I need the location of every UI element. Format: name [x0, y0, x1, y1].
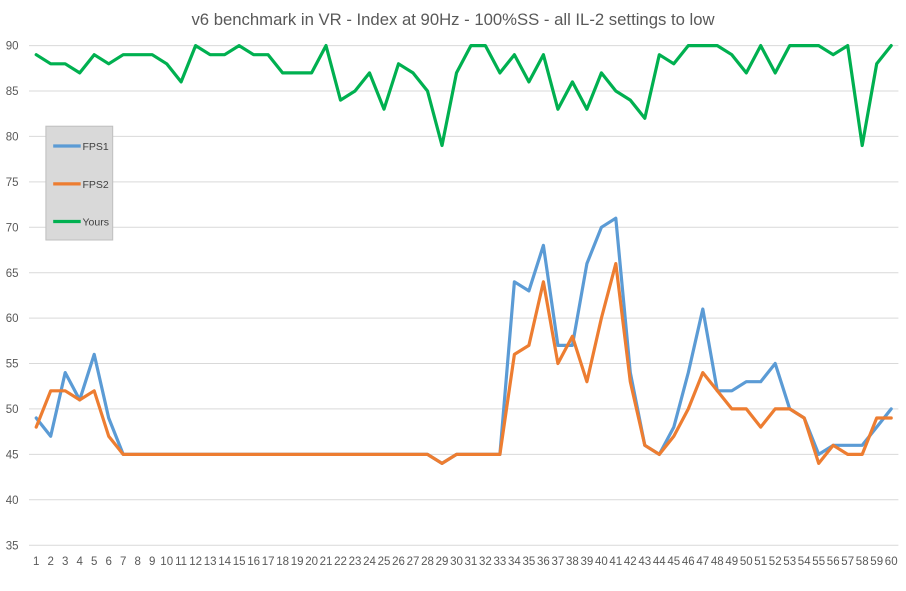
svg-text:60: 60 [6, 313, 19, 325]
svg-text:15: 15 [233, 556, 246, 568]
svg-text:11: 11 [175, 556, 187, 568]
svg-text:42: 42 [624, 556, 637, 568]
svg-text:17: 17 [262, 556, 275, 568]
svg-text:51: 51 [754, 556, 767, 568]
svg-text:85: 85 [6, 86, 19, 98]
svg-text:7: 7 [120, 556, 126, 568]
svg-text:10: 10 [160, 556, 173, 568]
svg-text:25: 25 [378, 556, 391, 568]
svg-text:16: 16 [247, 556, 260, 568]
svg-text:34: 34 [508, 556, 521, 568]
svg-text:46: 46 [682, 556, 695, 568]
svg-text:36: 36 [537, 556, 550, 568]
svg-text:40: 40 [595, 556, 608, 568]
svg-text:55: 55 [812, 556, 825, 568]
svg-text:FPS2: FPS2 [83, 179, 109, 191]
svg-text:29: 29 [436, 556, 449, 568]
svg-text:27: 27 [407, 556, 420, 568]
svg-text:38: 38 [566, 556, 579, 568]
svg-text:22: 22 [334, 556, 347, 568]
svg-text:37: 37 [552, 556, 565, 568]
svg-text:19: 19 [291, 556, 304, 568]
svg-text:26: 26 [392, 556, 405, 568]
svg-text:24: 24 [363, 556, 376, 568]
svg-text:1: 1 [33, 556, 39, 568]
svg-text:6: 6 [105, 556, 111, 568]
svg-text:30: 30 [450, 556, 463, 568]
svg-text:44: 44 [653, 556, 666, 568]
svg-text:53: 53 [783, 556, 796, 568]
svg-text:40: 40 [6, 495, 19, 507]
svg-text:45: 45 [6, 450, 19, 462]
svg-text:48: 48 [711, 556, 724, 568]
svg-text:8: 8 [134, 556, 140, 568]
svg-text:23: 23 [349, 556, 362, 568]
svg-text:59: 59 [870, 556, 883, 568]
svg-text:60: 60 [885, 556, 898, 568]
svg-text:3: 3 [62, 556, 68, 568]
svg-text:35: 35 [523, 556, 536, 568]
svg-text:65: 65 [6, 268, 19, 280]
svg-text:18: 18 [276, 556, 289, 568]
svg-text:28: 28 [421, 556, 434, 568]
svg-text:35: 35 [6, 540, 19, 552]
svg-text:56: 56 [827, 556, 840, 568]
svg-text:12: 12 [189, 556, 202, 568]
svg-text:90: 90 [6, 41, 19, 53]
svg-text:20: 20 [305, 556, 318, 568]
svg-text:13: 13 [204, 556, 217, 568]
svg-text:9: 9 [149, 556, 155, 568]
svg-text:2: 2 [47, 556, 53, 568]
svg-text:54: 54 [798, 556, 811, 568]
svg-text:47: 47 [696, 556, 709, 568]
svg-text:43: 43 [638, 556, 651, 568]
svg-text:41: 41 [609, 556, 622, 568]
svg-text:75: 75 [6, 177, 19, 189]
svg-text:4: 4 [76, 556, 83, 568]
svg-text:33: 33 [494, 556, 507, 568]
svg-text:v6 benchmark in VR - Index at: v6 benchmark in VR - Index at 90Hz - 100… [191, 10, 715, 29]
svg-text:70: 70 [6, 222, 19, 234]
svg-text:52: 52 [769, 556, 782, 568]
svg-text:5: 5 [91, 556, 97, 568]
svg-text:55: 55 [6, 359, 19, 371]
svg-text:58: 58 [856, 556, 869, 568]
svg-text:50: 50 [6, 404, 19, 416]
svg-text:49: 49 [725, 556, 738, 568]
svg-text:Yours: Yours [83, 217, 109, 229]
svg-text:57: 57 [841, 556, 854, 568]
svg-text:39: 39 [581, 556, 594, 568]
svg-text:FPS1: FPS1 [83, 141, 109, 153]
svg-text:45: 45 [667, 556, 680, 568]
svg-text:14: 14 [218, 556, 231, 568]
svg-text:50: 50 [740, 556, 753, 568]
svg-text:32: 32 [479, 556, 492, 568]
svg-text:80: 80 [6, 132, 19, 144]
svg-text:21: 21 [320, 556, 333, 568]
svg-text:31: 31 [465, 556, 478, 568]
